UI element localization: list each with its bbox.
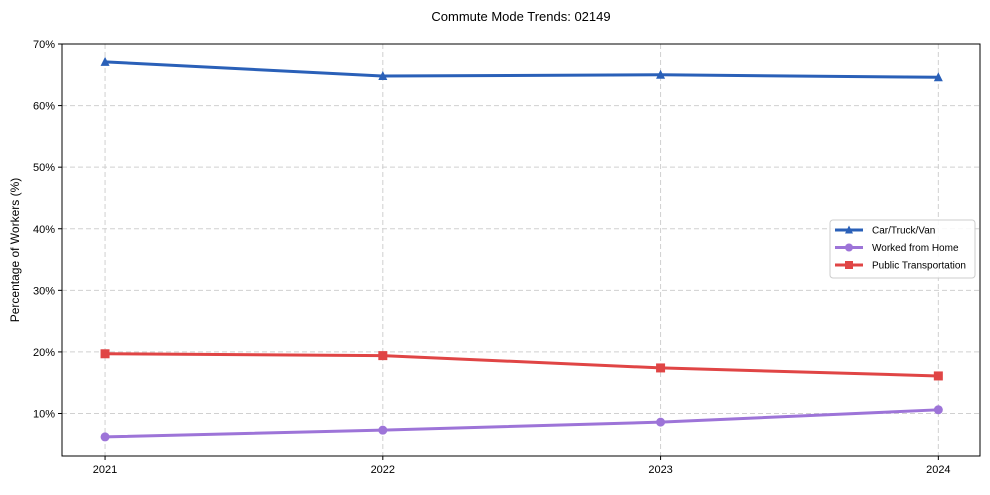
data-point-worked-from-home bbox=[933, 405, 943, 415]
legend-label: Car/Truck/Van bbox=[872, 226, 935, 237]
chart-title: Commute Mode Trends: 02149 bbox=[431, 9, 610, 24]
series-line-public-transportation bbox=[105, 352, 939, 378]
legend: Car/Truck/Van Worked from Home Public Tran… bbox=[829, 219, 976, 279]
legend-marker bbox=[845, 243, 853, 252]
x-tick-label: 2022 bbox=[371, 464, 395, 476]
data-point-public-transportation bbox=[378, 351, 388, 361]
data-point-worked-from-home bbox=[100, 432, 110, 442]
data-point-public-transportation bbox=[933, 371, 943, 381]
data-point-car-truck-van bbox=[378, 71, 388, 81]
y-tick-label: 70% bbox=[33, 39, 55, 51]
data-point-worked-from-home bbox=[656, 417, 666, 427]
legend-marker bbox=[845, 225, 853, 234]
plot-frame bbox=[61, 43, 981, 457]
x-tick-label: 2024 bbox=[926, 464, 950, 476]
x-tick-label: 2023 bbox=[648, 464, 672, 476]
legend-label: Public Transportation bbox=[872, 261, 966, 272]
y-tick-label: 60% bbox=[33, 101, 55, 113]
legend-label: Worked from Home bbox=[872, 243, 959, 254]
y-tick-label: 20% bbox=[33, 347, 55, 359]
data-point-public-transportation bbox=[656, 363, 666, 373]
x-tick-label: 2021 bbox=[93, 464, 117, 476]
data-point-worked-from-home bbox=[378, 425, 388, 435]
data-point-car-truck-van bbox=[656, 69, 666, 79]
legend-frame bbox=[829, 219, 976, 279]
legend-marker bbox=[845, 261, 853, 269]
y-tick-label: 10% bbox=[33, 409, 55, 421]
y-tick-label: 40% bbox=[33, 224, 55, 236]
data-point-car-truck-van bbox=[100, 56, 110, 66]
y-tick-label: 50% bbox=[33, 162, 55, 174]
data-point-car-truck-van bbox=[933, 72, 943, 82]
y-axis-label: Percentage of Workers (%) bbox=[8, 178, 22, 323]
y-tick-label: 30% bbox=[33, 285, 55, 297]
series-line-worked-from-home bbox=[105, 408, 939, 439]
series-line-car-truck-van bbox=[104, 60, 939, 79]
data-point-public-transportation bbox=[100, 349, 110, 359]
